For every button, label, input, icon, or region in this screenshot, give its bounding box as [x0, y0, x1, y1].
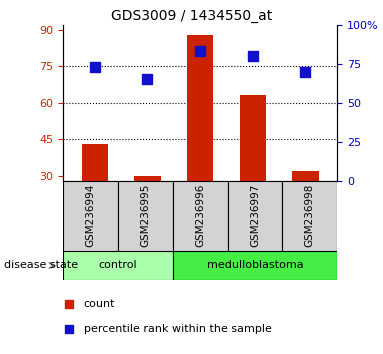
Text: GSM236995: GSM236995	[140, 184, 151, 247]
Bar	[118, 181, 173, 251]
Bar	[63, 251, 173, 280]
Bar	[228, 181, 282, 251]
Text: percentile rank within the sample: percentile rank within the sample	[84, 324, 272, 334]
Bar	[134, 176, 160, 249]
Point	[65, 301, 72, 307]
Text: GSM236996: GSM236996	[195, 184, 205, 247]
Bar	[292, 171, 319, 249]
Bar	[63, 181, 118, 251]
Point	[197, 48, 203, 54]
Point	[250, 53, 256, 59]
Point	[144, 76, 151, 82]
Bar	[282, 181, 337, 251]
Text: control: control	[99, 261, 137, 270]
Bar	[82, 144, 108, 249]
Point	[303, 69, 309, 74]
Bar	[187, 34, 213, 249]
Text: GSM236994: GSM236994	[85, 184, 96, 247]
Text: GSM236997: GSM236997	[250, 184, 260, 247]
Text: disease state: disease state	[4, 261, 78, 270]
Text: medulloblastoma: medulloblastoma	[206, 261, 303, 270]
Bar	[240, 95, 266, 249]
Bar	[173, 251, 337, 280]
Text: GDS3009 / 1434550_at: GDS3009 / 1434550_at	[111, 9, 272, 23]
Text: count: count	[84, 299, 115, 309]
Bar	[173, 181, 228, 251]
Point	[92, 64, 98, 70]
Text: GSM236998: GSM236998	[304, 184, 315, 247]
Point	[65, 326, 72, 332]
